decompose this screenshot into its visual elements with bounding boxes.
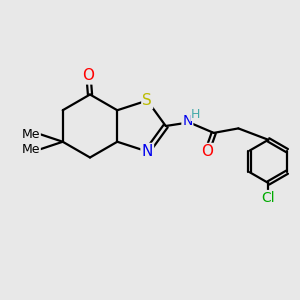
Text: O: O [201, 144, 213, 159]
Text: Cl: Cl [262, 191, 275, 205]
Text: Me: Me [22, 143, 40, 156]
Text: O: O [82, 68, 94, 83]
Text: Me: Me [22, 128, 40, 141]
Text: S: S [142, 93, 152, 108]
Text: N: N [182, 114, 193, 128]
Text: N: N [142, 144, 153, 159]
Text: H: H [191, 107, 200, 121]
